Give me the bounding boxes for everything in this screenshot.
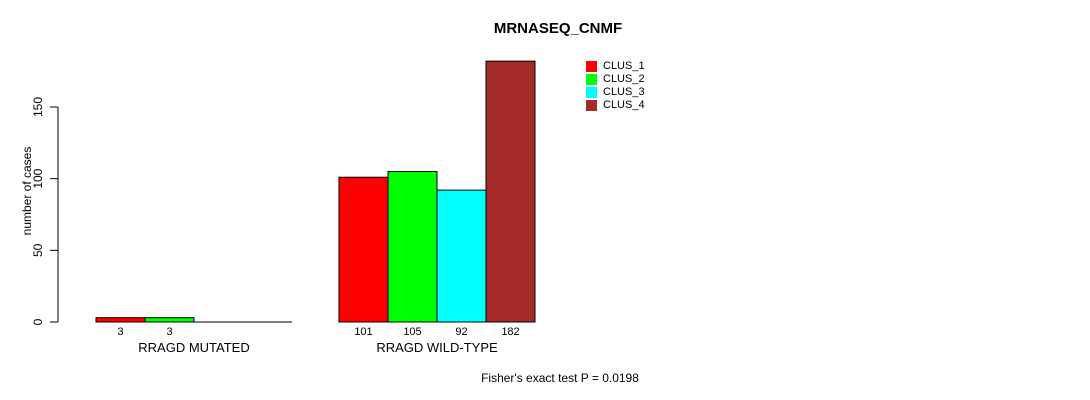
bar-value-label: 182 — [501, 326, 519, 338]
legend-swatch-clus-2-icon — [586, 74, 597, 85]
y-axis-tick-label: 0 — [31, 318, 45, 325]
bar-value-label: 92 — [455, 326, 467, 338]
x-axis-group-label: RRAGD MUTATED — [138, 340, 249, 355]
chart-legend: CLUS_1 CLUS_2 CLUS_3 CLUS_4 — [586, 60, 645, 112]
legend-item-clus-2: CLUS_2 — [586, 73, 645, 86]
bar-value-label: 105 — [403, 326, 421, 338]
chart-title: MRNASEQ_CNMF — [493, 20, 623, 37]
bar-clus-2-group-1 — [387, 171, 438, 323]
legend-label-clus-3: CLUS_3 — [603, 86, 645, 98]
legend-item-clus-4: CLUS_4 — [586, 99, 645, 112]
bar-value-label: 101 — [354, 326, 372, 338]
fisher-test-annotation: Fisher's exact test P = 0.0198 — [481, 371, 639, 385]
bar-value-label: 3 — [117, 326, 123, 338]
bar-value-label: 3 — [166, 326, 172, 338]
y-axis-tick-label: 50 — [31, 243, 45, 257]
bar-clus-4-group-1 — [485, 60, 536, 323]
bar-clus-1-group-0 — [95, 317, 146, 323]
legend-label-clus-4: CLUS_4 — [603, 99, 645, 111]
legend-swatch-clus-3-icon — [586, 87, 597, 98]
legend-label-clus-2: CLUS_2 — [603, 73, 645, 85]
bar-clus-1-group-1 — [338, 176, 389, 323]
legend-item-clus-3: CLUS_3 — [586, 86, 645, 99]
legend-item-clus-1: CLUS_1 — [586, 60, 645, 73]
legend-swatch-clus-4-icon — [586, 100, 597, 111]
legend-label-clus-1: CLUS_1 — [603, 60, 645, 72]
bar-clus-3-group-1 — [436, 189, 487, 323]
x-axis-group-label: RRAGD WILD-TYPE — [376, 340, 498, 355]
bar-clus-2-group-0 — [144, 317, 195, 323]
y-axis-title: number of cases — [20, 147, 34, 236]
y-axis-tick-label: 150 — [31, 97, 45, 117]
y-axis-tick-label: 100 — [31, 168, 45, 188]
legend-swatch-clus-1-icon — [586, 61, 597, 72]
